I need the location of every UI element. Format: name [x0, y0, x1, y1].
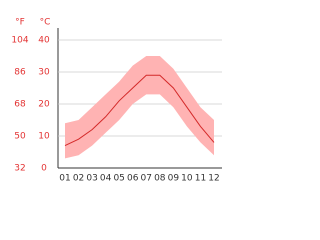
x-tick-label: 05	[113, 174, 124, 184]
y-tick-label: 10	[38, 132, 50, 142]
x-tick-label: 10	[181, 174, 193, 184]
x-tick-label: 03	[86, 174, 97, 184]
x-tick-label: 07	[141, 174, 152, 184]
y2-axis-unit: °F	[15, 18, 25, 28]
y2-tick-label: 32	[14, 164, 25, 174]
mean-line	[64, 74, 215, 147]
y-tick-label: 40	[38, 36, 50, 46]
y-tick-label: 20	[38, 100, 50, 110]
y2-tick-label: 50	[14, 132, 26, 142]
y-axis-unit: °C	[40, 18, 51, 28]
x-tick-label: 09	[168, 174, 180, 184]
y-tick-label: 0	[41, 164, 47, 174]
y-tick-label: 30	[38, 68, 50, 78]
x-tick-label: 08	[154, 174, 166, 184]
x-tick-label: 02	[73, 174, 84, 184]
x-tick-label: 06	[127, 174, 139, 184]
x-tick-label: 12	[208, 174, 219, 184]
x-tick-label: 01	[59, 174, 70, 184]
y2-tick-label: 86	[14, 68, 26, 78]
chart: °F °C 0 10 20 30 40 32 50 68 86 104 01 02 03 04 05 06 07…	[11, 18, 222, 184]
y2-tick-label: 68	[14, 100, 26, 110]
x-tick-label: 11	[195, 174, 206, 184]
x-tick-label: 04	[100, 174, 112, 184]
temperature-range	[65, 56, 214, 159]
y2-tick-label: 104	[11, 36, 28, 46]
